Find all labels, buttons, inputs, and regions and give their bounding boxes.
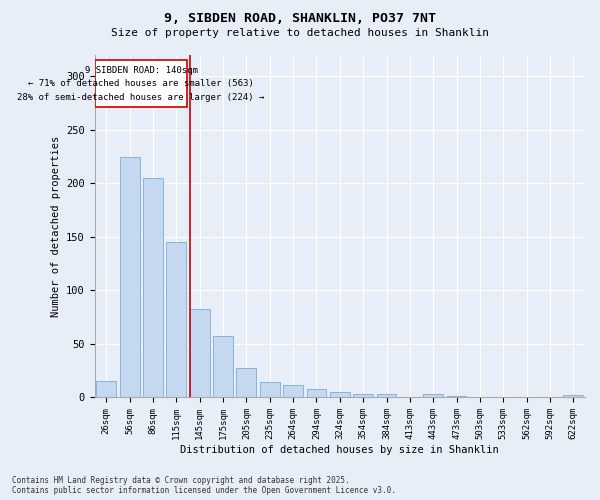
Bar: [236, 368, 256, 398]
Bar: [307, 389, 326, 398]
Bar: [563, 396, 583, 398]
Text: Contains HM Land Registry data © Crown copyright and database right 2025.
Contai: Contains HM Land Registry data © Crown c…: [12, 476, 396, 495]
Bar: [190, 308, 209, 398]
Bar: [143, 178, 163, 398]
Bar: [423, 394, 443, 398]
Bar: [260, 382, 280, 398]
Bar: [283, 384, 303, 398]
Y-axis label: Number of detached properties: Number of detached properties: [50, 136, 61, 317]
Bar: [446, 396, 466, 398]
Bar: [95, 60, 187, 108]
Bar: [166, 242, 186, 398]
Bar: [120, 156, 140, 398]
Bar: [377, 394, 397, 398]
Bar: [97, 382, 116, 398]
X-axis label: Distribution of detached houses by size in Shanklin: Distribution of detached houses by size …: [181, 445, 499, 455]
Text: Size of property relative to detached houses in Shanklin: Size of property relative to detached ho…: [111, 28, 489, 38]
Bar: [213, 336, 233, 398]
Bar: [330, 392, 350, 398]
Text: 9 SIBDEN ROAD: 140sqm
← 71% of detached houses are smaller (563)
28% of semi-det: 9 SIBDEN ROAD: 140sqm ← 71% of detached …: [17, 66, 265, 102]
Bar: [353, 394, 373, 398]
Text: 9, SIBDEN ROAD, SHANKLIN, PO37 7NT: 9, SIBDEN ROAD, SHANKLIN, PO37 7NT: [164, 12, 436, 26]
